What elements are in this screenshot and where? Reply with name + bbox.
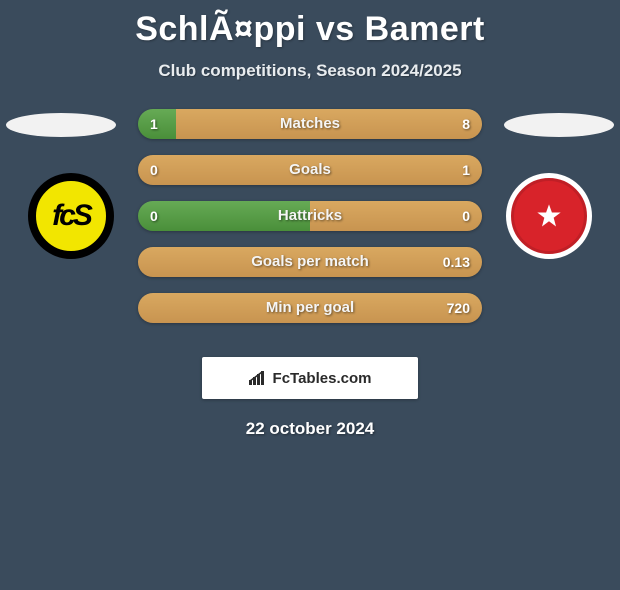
stat-value-right: 0.13	[443, 247, 470, 277]
team-badge-right	[506, 173, 592, 259]
comparison-area: fcS Matches18Goals01Hattricks00Goals per…	[0, 109, 620, 339]
stat-row: Matches1 8	[138, 109, 482, 139]
date-text: 22 october 2024	[0, 419, 620, 439]
stat-label: Goals per match	[138, 247, 482, 277]
page-title: SchlÃ¤ppi vs Bamert	[0, 10, 620, 49]
stat-label: Matches	[138, 109, 482, 139]
stat-row: Goals per match0.13	[138, 247, 482, 277]
stat-label: Goals	[138, 155, 482, 185]
footer-brand-badge: FcTables.com	[202, 357, 418, 399]
footer-brand-text: FcTables.com	[273, 370, 372, 387]
stat-row: Goals0 1	[138, 155, 482, 185]
stat-value-left: 0	[150, 155, 158, 185]
stat-row: Min per goal720	[138, 293, 482, 323]
stat-value-left: 0	[150, 201, 158, 231]
stat-value-right: 720	[447, 293, 470, 323]
team-badge-left-text: fcS	[52, 199, 90, 233]
stat-label: Hattricks	[138, 201, 482, 231]
stat-value-left: 1	[150, 109, 158, 139]
stat-value-right: 0	[462, 201, 470, 231]
stat-value-right: 1	[462, 155, 470, 185]
stat-bars: Matches18Goals01Hattricks00Goals per mat…	[138, 109, 482, 339]
stat-label: Min per goal	[138, 293, 482, 323]
star-icon	[535, 202, 563, 230]
stat-value-right: 8	[462, 109, 470, 139]
shadow-ellipse-left	[6, 113, 116, 137]
team-badge-left: fcS	[28, 173, 114, 259]
stat-row: Hattricks0 0	[138, 201, 482, 231]
page-subtitle: Club competitions, Season 2024/2025	[0, 61, 620, 81]
bars-icon	[249, 371, 267, 385]
shadow-ellipse-right	[504, 113, 614, 137]
